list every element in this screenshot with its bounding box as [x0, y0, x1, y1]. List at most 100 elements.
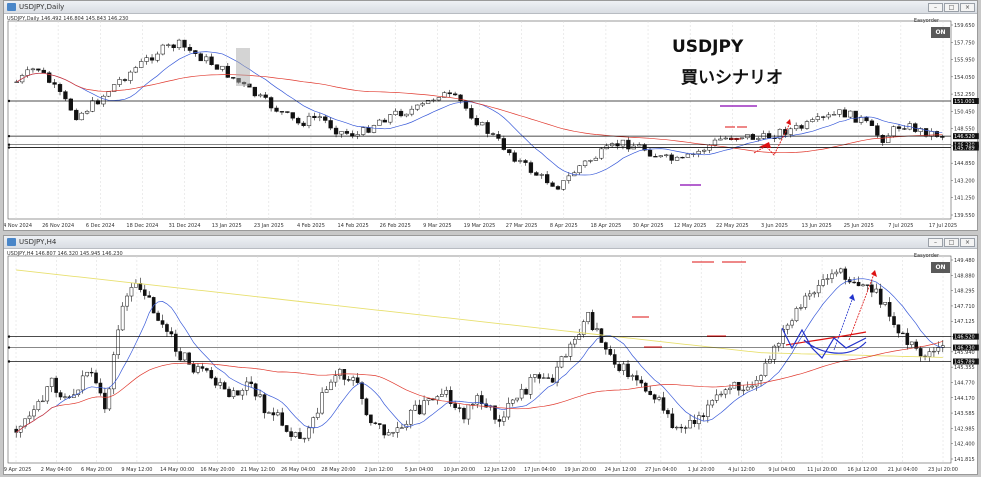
candle	[231, 390, 236, 398]
candle	[74, 109, 79, 121]
h4-chart-area[interactable]: 29 Apr 2025 2 May 04:00 6 May 20:00 9 May 1…	[1, 250, 979, 475]
candle	[608, 349, 613, 355]
ma-slow-line	[16, 72, 943, 154]
candle	[896, 126, 902, 129]
candle	[448, 390, 453, 404]
date-tick-label: 12 May 2025	[674, 223, 707, 229]
date-tick-label: 24 Jun 12:00	[605, 467, 637, 473]
candle	[546, 377, 551, 379]
minimize-button[interactable]: –	[928, 238, 943, 247]
candle	[329, 381, 333, 390]
arrow-head	[849, 294, 855, 301]
price-tick-label: 142.400	[954, 442, 975, 448]
candle	[545, 174, 550, 184]
date-tick-label: 17 Jul 2025	[929, 223, 957, 229]
candle	[821, 116, 826, 118]
candle	[63, 91, 68, 100]
maximize-button[interactable]: □	[944, 3, 959, 12]
candle	[422, 400, 426, 415]
candle	[415, 104, 420, 110]
candle	[155, 53, 160, 61]
candle	[750, 134, 755, 140]
close-button[interactable]: ×	[960, 3, 975, 12]
candle	[626, 363, 630, 377]
candle	[41, 400, 45, 403]
candle	[582, 160, 588, 166]
date-tick-label: 23 Jul 20:00	[928, 467, 958, 473]
candle	[311, 417, 316, 429]
candle	[263, 94, 268, 98]
candle	[745, 386, 750, 391]
candle	[290, 112, 295, 119]
level-label-bg	[953, 133, 979, 140]
candle	[36, 401, 41, 410]
level-price-label: 146.230	[954, 346, 975, 352]
candle	[664, 154, 669, 156]
candle	[685, 153, 691, 158]
candle	[718, 138, 723, 141]
candle	[501, 138, 507, 150]
date-tick-label: 30 Apr 2025	[633, 223, 664, 229]
candle	[776, 343, 781, 347]
candle	[756, 138, 761, 140]
date-tick-label: 27 Jun 04:00	[645, 467, 677, 473]
candle	[134, 283, 138, 288]
candle	[816, 285, 821, 294]
candle	[902, 128, 907, 130]
candle	[253, 383, 258, 397]
candle	[507, 149, 512, 153]
candle	[252, 86, 258, 97]
candle	[533, 374, 537, 378]
level-label-bg	[953, 144, 979, 151]
candle	[648, 390, 652, 395]
candle	[617, 364, 621, 371]
date-tick-label: 21 Jul 04:00	[888, 467, 918, 473]
candle	[524, 388, 528, 395]
candle	[30, 68, 36, 71]
h4-titlebar[interactable]: USDJPY,H4 – □ ×	[4, 236, 977, 249]
candle	[842, 109, 848, 118]
candle	[794, 125, 799, 130]
candle	[447, 92, 452, 95]
h4-on-button[interactable]: ON	[931, 262, 950, 273]
candle	[166, 44, 171, 46]
highlight-box	[236, 48, 250, 86]
h4-chart-window[interactable]: USDJPY,H4 – □ × 29 Apr 2025 2 May 04:00 6 …	[1, 235, 979, 475]
candle	[588, 160, 593, 162]
maximize-button[interactable]: □	[944, 238, 959, 247]
candle	[815, 116, 820, 120]
candle	[333, 127, 339, 135]
daily-titlebar[interactable]: USDJPY,Daily – □ ×	[4, 1, 977, 14]
daily-chart-window[interactable]: USDJPY,Daily – □ × 14 Nov 2024 26 Nov 202…	[0, 0, 979, 231]
candle	[90, 100, 95, 112]
price-tick-label: 157.750	[954, 40, 975, 46]
candle	[57, 84, 63, 92]
minimize-button[interactable]: –	[928, 3, 943, 12]
candle	[853, 110, 858, 123]
candle	[804, 121, 810, 129]
candle	[366, 127, 371, 133]
candle	[523, 160, 528, 163]
candle	[107, 388, 112, 410]
candle	[453, 403, 457, 408]
date-tick-label: 17 Jun 04:00	[524, 467, 556, 473]
candle	[577, 165, 582, 174]
date-tick-label: 29 Apr 2025	[4, 467, 31, 473]
candle	[759, 375, 763, 381]
candle	[84, 110, 90, 114]
date-tick-label: 23 Jan 2025	[254, 223, 284, 229]
candle	[222, 382, 227, 390]
daily-on-button[interactable]: ON	[931, 27, 950, 38]
candle	[14, 81, 19, 83]
candle	[420, 103, 425, 106]
price-tick-label: 144.850	[954, 161, 975, 167]
h4-candle-chart[interactable]: 29 Apr 2025 2 May 04:00 6 May 20:00 9 May 1…	[1, 250, 979, 475]
daily-chart-area[interactable]: 14 Nov 2024 26 Nov 2024 6 Dec 2024 18 Dec 2…	[0, 15, 979, 231]
candle	[669, 154, 674, 161]
date-tick-label: 12 Jun 12:00	[484, 467, 516, 473]
candle	[674, 426, 679, 429]
candle	[129, 287, 134, 297]
daily-candle-chart[interactable]: 14 Nov 2024 26 Nov 2024 6 Dec 2024 18 Dec 2…	[0, 15, 979, 231]
close-button[interactable]: ×	[960, 238, 975, 247]
candle	[103, 392, 107, 410]
